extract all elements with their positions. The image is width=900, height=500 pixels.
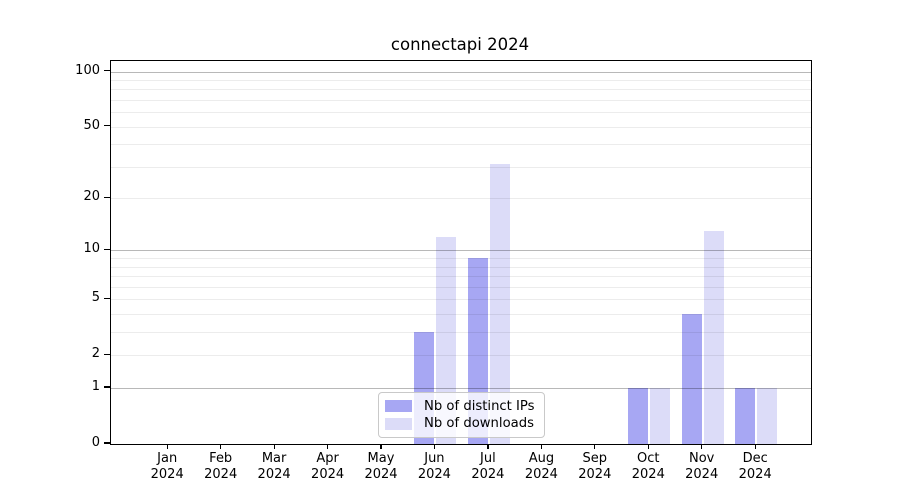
- x-tick-month: Jul: [480, 451, 496, 466]
- x-tick-mark-jan: [166, 444, 168, 450]
- x-tick-label-jan: Jan 2024: [135, 451, 199, 482]
- y-tick-label-50: 50: [83, 117, 100, 133]
- x-tick-label-jul: Jul 2024: [456, 451, 520, 482]
- x-tick-month: Feb: [209, 451, 233, 466]
- bar-nb-of-distinct-ips-nov: [681, 314, 702, 444]
- bar-nb-of-downloads-jul: [489, 164, 510, 444]
- y-tick-mark-10: [103, 248, 110, 251]
- x-tick-year: 2024: [738, 466, 772, 482]
- bars-layer: [111, 61, 811, 444]
- y-tick-label-20: 20: [83, 189, 100, 205]
- bar-nb-of-downloads-nov: [703, 231, 724, 444]
- y-tick-mark-2: [103, 353, 110, 355]
- x-tick-mark-feb: [220, 444, 222, 450]
- x-tick-label-apr: Apr 2024: [296, 451, 360, 482]
- y-tick-label-2: 2: [91, 346, 100, 362]
- y-tick-label-100: 100: [75, 62, 100, 78]
- legend-swatch-distinct-ips: [385, 400, 412, 413]
- y-tick-mark-100: [103, 69, 110, 72]
- y-tick-mark-5: [103, 297, 110, 299]
- y-tick-label-5: 5: [91, 290, 100, 306]
- x-tick-mark-jun: [433, 444, 436, 450]
- legend-label-distinct-ips: Nb of distinct IPs: [424, 398, 535, 414]
- x-tick-mark-dec: [754, 444, 756, 450]
- y-tick-label-10: 10: [83, 241, 100, 257]
- x-tick-mark-may: [380, 444, 382, 450]
- y-tick-mark-50: [103, 125, 110, 127]
- y-tick-label-0: 0: [91, 435, 100, 450]
- x-tick-mark-apr: [326, 444, 329, 450]
- bar-nb-of-downloads-oct: [650, 388, 671, 444]
- x-tick-year: 2024: [257, 466, 291, 482]
- x-tick-label-mar: Mar 2024: [242, 451, 306, 482]
- x-tick-label-oct: Oct 2024: [616, 451, 680, 482]
- x-tick-month: Dec: [742, 451, 768, 466]
- x-tick-mark-aug: [540, 444, 542, 450]
- x-tick-month: Apr: [316, 451, 339, 466]
- x-tick-mark-jul: [487, 444, 489, 450]
- plot-area: [110, 60, 812, 445]
- y-tick-mark-1: [103, 386, 110, 388]
- y-tick-label-1: 1: [91, 379, 100, 395]
- x-tick-year: 2024: [417, 466, 451, 482]
- bar-nb-of-distinct-ips-oct: [628, 388, 649, 444]
- x-tick-month: Oct: [637, 451, 660, 466]
- y-tick-mark-20: [103, 196, 110, 198]
- x-tick-label-dec: Dec 2024: [723, 451, 787, 482]
- x-tick-month: Sep: [582, 451, 608, 466]
- x-tick-label-feb: Feb 2024: [189, 451, 253, 482]
- legend-item-distinct-ips: Nb of distinct IPs: [385, 399, 537, 414]
- bar-nb-of-distinct-ips-dec: [735, 388, 756, 444]
- legend: Nb of distinct IPs Nb of downloads: [378, 392, 545, 438]
- x-tick-mark-sep: [594, 444, 596, 450]
- bar-nb-of-downloads-dec: [757, 388, 778, 444]
- x-tick-month: May: [367, 451, 395, 466]
- legend-item-downloads: Nb of downloads: [385, 416, 537, 431]
- legend-swatch-downloads: [385, 417, 412, 430]
- x-tick-year: 2024: [150, 466, 184, 482]
- x-tick-year: 2024: [578, 466, 612, 482]
- chart-title: connectapi 2024: [390, 35, 530, 54]
- y-tick-mark-0: [103, 442, 110, 444]
- x-tick-year: 2024: [471, 466, 505, 482]
- x-tick-month: Nov: [689, 451, 715, 466]
- x-tick-month: Jun: [424, 451, 445, 466]
- x-tick-year: 2024: [685, 466, 719, 482]
- x-tick-label-sep: Sep 2024: [563, 451, 627, 482]
- x-tick-mark-mar: [273, 444, 275, 450]
- x-tick-label-may: May 2024: [349, 451, 413, 482]
- x-tick-year: 2024: [204, 466, 238, 482]
- x-tick-year: 2024: [524, 466, 558, 482]
- x-tick-year: 2024: [364, 466, 398, 482]
- x-tick-year: 2024: [631, 466, 665, 482]
- x-tick-label-jun: Jun 2024: [402, 451, 466, 482]
- x-tick-month: Aug: [528, 451, 555, 466]
- x-tick-mark-nov: [701, 444, 703, 450]
- legend-label-downloads: Nb of downloads: [424, 416, 534, 432]
- x-tick-year: 2024: [311, 466, 345, 482]
- x-tick-month: Mar: [261, 451, 287, 466]
- x-tick-mark-oct: [647, 444, 649, 450]
- x-tick-label-aug: Aug 2024: [509, 451, 573, 482]
- x-tick-month: Jan: [157, 451, 178, 466]
- x-tick-label-nov: Nov 2024: [670, 451, 734, 482]
